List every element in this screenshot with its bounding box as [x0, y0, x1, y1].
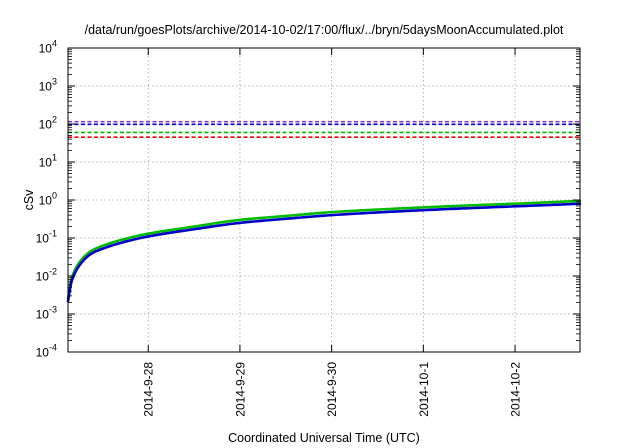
x-axis-label: Coordinated Universal Time (UTC) — [228, 431, 420, 445]
y-tick-label: 102 — [39, 115, 57, 132]
y-tick-label: 10-4 — [36, 343, 57, 360]
grid-lines — [68, 48, 580, 352]
y-tick-label: 104 — [39, 39, 57, 56]
y-tick-label: 103 — [39, 77, 57, 94]
x-tick-label: 2014-9-29 — [233, 362, 247, 417]
y-axis-label: cSv — [22, 189, 36, 211]
y-tick-label: 100 — [39, 191, 57, 208]
series-line — [66, 202, 582, 303]
x-tick-label: 2014-9-30 — [325, 362, 339, 417]
plot-frame — [67, 47, 581, 353]
x-tick-label: 2014-9-28 — [142, 362, 156, 417]
reference-lines — [68, 120, 580, 138]
y-tick-label: 10-3 — [36, 305, 57, 322]
x-tick-label: 2014-10-2 — [509, 362, 523, 417]
y-tick-label: 10-2 — [36, 267, 57, 284]
series-lines — [66, 199, 582, 303]
series-line — [66, 199, 582, 300]
y-tick-label: 101 — [39, 153, 57, 170]
chart-title: /data/run/goesPlots/archive/2014-10-02/1… — [85, 23, 564, 37]
y-tick-label: 10-1 — [36, 229, 57, 246]
x-tick-label: 2014-10-1 — [417, 362, 431, 417]
axis-ticks: 10-4 10-3 10-2 10-1 100 101 102 103 104 2014-9-28… — [36, 39, 580, 417]
